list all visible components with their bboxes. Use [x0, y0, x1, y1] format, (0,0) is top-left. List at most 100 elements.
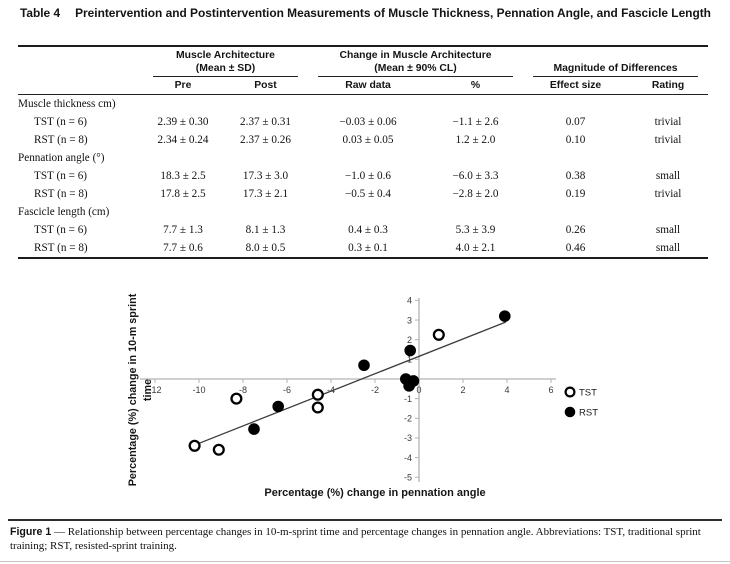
y-tick-label: 2 — [407, 335, 412, 345]
y-tick-label: -1 — [404, 394, 412, 404]
col-header-effect: Effect size — [523, 77, 629, 95]
section-row: Fascicle length (cm) — [18, 203, 708, 221]
cell-pct: −1.1 ± 2.6 — [452, 116, 499, 128]
group-label-line1: Muscle Architecture — [176, 50, 275, 61]
table-row: TST (n = 6) 7.7 ± 1.3 8.1 ± 1.3 0.4 ± 0.… — [18, 221, 708, 239]
row-label: TST (n = 6) — [34, 170, 88, 182]
cell-effect: 0.38 — [565, 170, 586, 182]
cell-pct: −2.8 ± 2.0 — [452, 188, 499, 200]
cell-rating: trivial — [654, 134, 682, 146]
column-header-row: Pre Post Raw data % Effect size Rating — [18, 77, 709, 95]
table-title: Table 4 Preintervention and Postintervent… — [20, 5, 720, 22]
cell-pct: 1.2 ± 2.0 — [455, 134, 496, 146]
data-point-rst — [272, 400, 284, 413]
empty-header-cell — [18, 46, 143, 77]
cell-pct: 4.0 ± 2.1 — [455, 242, 496, 254]
x-tick-label: -4 — [327, 385, 335, 395]
cell-pre: 7.7 ± 1.3 — [163, 224, 203, 236]
cell-pre: 18.3 ± 2.5 — [160, 170, 206, 182]
table-row: RST (n = 8) 2.34 ± 0.24 2.37 ± 0.26 0.03… — [18, 131, 708, 149]
section-row: Muscle thickness cm) — [18, 95, 708, 114]
cell-effect: 0.19 — [565, 188, 586, 200]
legend-label-rst: RST — [579, 408, 598, 419]
cell-rating: small — [655, 242, 681, 254]
x-tick-label: -12 — [148, 385, 161, 395]
cell-post: 2.37 ± 0.31 — [240, 116, 291, 128]
y-tick-label: 4 — [407, 296, 412, 306]
section-row: Pennation angle (°) — [18, 149, 708, 167]
y-tick-label: -3 — [404, 433, 412, 443]
measurements-table: Muscle Architecture (Mean ± SD) Change i… — [18, 45, 709, 259]
cell-effect: 0.07 — [565, 116, 586, 128]
table-row: RST (n = 8) 7.7 ± 0.6 8.0 ± 0.5 0.3 ± 0.… — [18, 239, 708, 258]
cell-raw: −0.5 ± 0.4 — [344, 188, 391, 200]
section-label: Muscle thickness cm) — [18, 98, 116, 110]
cell-effect: 0.10 — [565, 134, 586, 146]
cell-rating: small — [655, 224, 681, 236]
cell-post: 17.3 ± 2.1 — [242, 188, 289, 200]
table-row: TST (n = 6) 18.3 ± 2.5 17.3 ± 3.0 −1.0 ±… — [18, 167, 708, 185]
group-change-architecture: Change in Muscle Architecture (Mean ± 90… — [308, 46, 523, 77]
group-label-line2: (Mean ± 90% CL) — [374, 62, 457, 74]
figure-caption: Figure 1 — Relationship between percenta… — [10, 526, 722, 553]
cell-raw: −0.03 ± 0.06 — [339, 116, 397, 128]
row-label: RST (n = 8) — [34, 188, 88, 200]
section-label: Pennation angle (°) — [18, 152, 105, 164]
table-title-text: Preintervention and Postintervention Mea… — [75, 6, 711, 20]
cell-effect: 0.26 — [565, 224, 586, 236]
cell-post: 17.3 ± 3.0 — [242, 170, 289, 182]
col-header-raw: Raw data — [308, 77, 428, 95]
x-tick-label: -2 — [371, 385, 379, 395]
trend-line — [189, 321, 507, 448]
cell-pre: 2.39 ± 0.30 — [157, 116, 209, 128]
data-point-tst — [311, 388, 324, 401]
data-point-rst — [248, 423, 260, 435]
x-tick-label: 4 — [504, 385, 509, 395]
group-label-line1: Change in Muscle Architecture — [339, 50, 492, 61]
col-header-pct: % — [428, 77, 524, 95]
table-row: TST (n = 6) 2.39 ± 0.30 2.37 ± 0.31 −0.0… — [18, 113, 708, 131]
cell-pct: −6.0 ± 3.3 — [452, 170, 499, 182]
x-axis-title: Percentage (%) change in pennation angle — [264, 487, 486, 499]
figure-number: Figure 1 — [10, 526, 52, 538]
row-label: RST (n = 8) — [34, 242, 88, 254]
cell-pre: 2.34 ± 0.24 — [157, 134, 209, 146]
x-tick-label: -8 — [239, 385, 247, 395]
section-label: Fascicle length (cm) — [18, 206, 110, 218]
cell-pre: 7.7 ± 0.6 — [163, 242, 203, 254]
figure-caption-text: — Relationship between percentage change… — [10, 526, 701, 552]
group-label-line2: (Mean ± SD) — [195, 62, 256, 74]
col-header-post: Post — [223, 77, 308, 95]
cell-rating: small — [655, 170, 681, 182]
group-label-line1: Magnitude of Differences — [553, 62, 678, 74]
data-point-tst — [212, 443, 225, 456]
group-magnitude: Magnitude of Differences — [523, 46, 708, 77]
cell-rating: trivial — [654, 116, 682, 128]
table-number: Table 4 — [20, 6, 61, 20]
y-tick-label: -2 — [404, 414, 412, 424]
x-tick-label: -6 — [283, 385, 291, 395]
y-tick-label: 3 — [407, 315, 412, 325]
data-point-tst — [188, 439, 201, 452]
empty-header-cell — [18, 77, 143, 95]
row-label: TST (n = 6) — [34, 116, 88, 128]
data-point-rst — [358, 359, 370, 372]
cell-rating: trivial — [654, 188, 682, 200]
page-bottom-rule — [0, 561, 730, 562]
x-tick-label: -10 — [192, 385, 205, 395]
data-point-rst — [404, 344, 417, 357]
cell-raw: 0.4 ± 0.3 — [348, 224, 388, 236]
x-tick-label: 6 — [548, 385, 553, 395]
x-tick-label: 0 — [416, 385, 421, 395]
caption-divider — [8, 519, 722, 521]
legend-marker-rst — [564, 406, 576, 418]
col-header-rating: Rating — [628, 77, 709, 95]
cell-effect: 0.46 — [565, 242, 586, 254]
y-tick-label: -5 — [404, 472, 412, 482]
y-tick-label: -4 — [404, 453, 412, 463]
cell-post: 8.0 ± 0.5 — [245, 242, 286, 254]
cell-post: 8.1 ± 1.3 — [245, 224, 286, 236]
data-point-tst — [230, 392, 243, 405]
col-header-pre: Pre — [143, 77, 223, 95]
